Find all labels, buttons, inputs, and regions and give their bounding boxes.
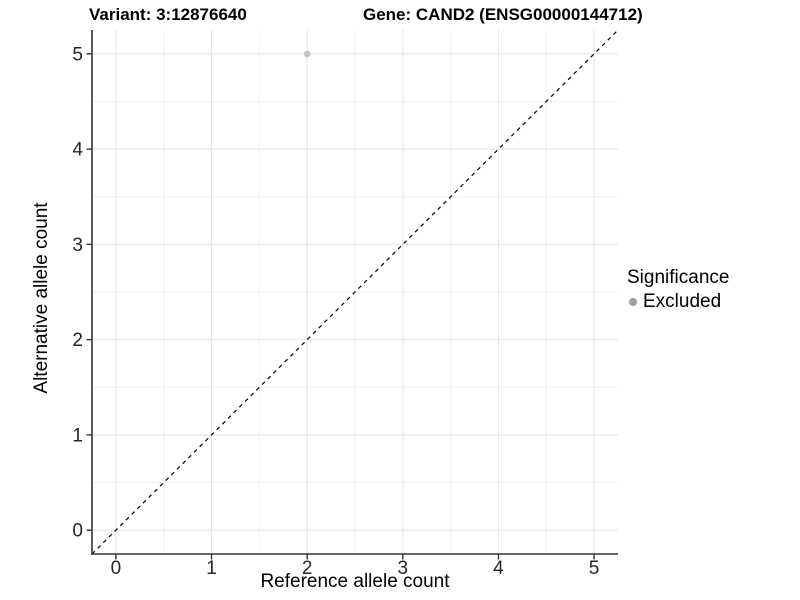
y-tick-label: 5	[72, 44, 83, 65]
excluded-point-icon	[629, 298, 637, 306]
y-tick-label: 0	[72, 521, 83, 542]
y-tick-label: 2	[72, 330, 83, 351]
y-tick-label: 3	[72, 235, 83, 256]
legend-entry-excluded: Excluded	[627, 290, 729, 314]
x-tick-label: 0	[111, 558, 122, 579]
legend-title: Significance	[627, 267, 730, 288]
y-tick-label: 1	[72, 425, 83, 446]
x-tick-label: 3	[398, 558, 409, 579]
data-point	[303, 50, 311, 58]
identity-dashed-line	[91, 29, 619, 555]
x-axis-title: Reference allele count	[260, 571, 450, 592]
x-tick-label: 1	[206, 558, 217, 579]
x-tick-label: 2	[302, 558, 313, 579]
y-tick-label: 4	[72, 140, 83, 161]
x-tick-label: 4	[493, 558, 504, 579]
legend-entry-label: Excluded	[643, 291, 722, 312]
x-tick-label: 5	[589, 558, 600, 579]
y-axis-title: Alternative allele count	[31, 202, 52, 394]
variant-title: Variant: 3:12876640	[89, 5, 247, 24]
gene-title: Gene: CAND2 (ENSG00000144712)	[363, 5, 643, 24]
legend: Significance Excluded	[627, 266, 729, 314]
